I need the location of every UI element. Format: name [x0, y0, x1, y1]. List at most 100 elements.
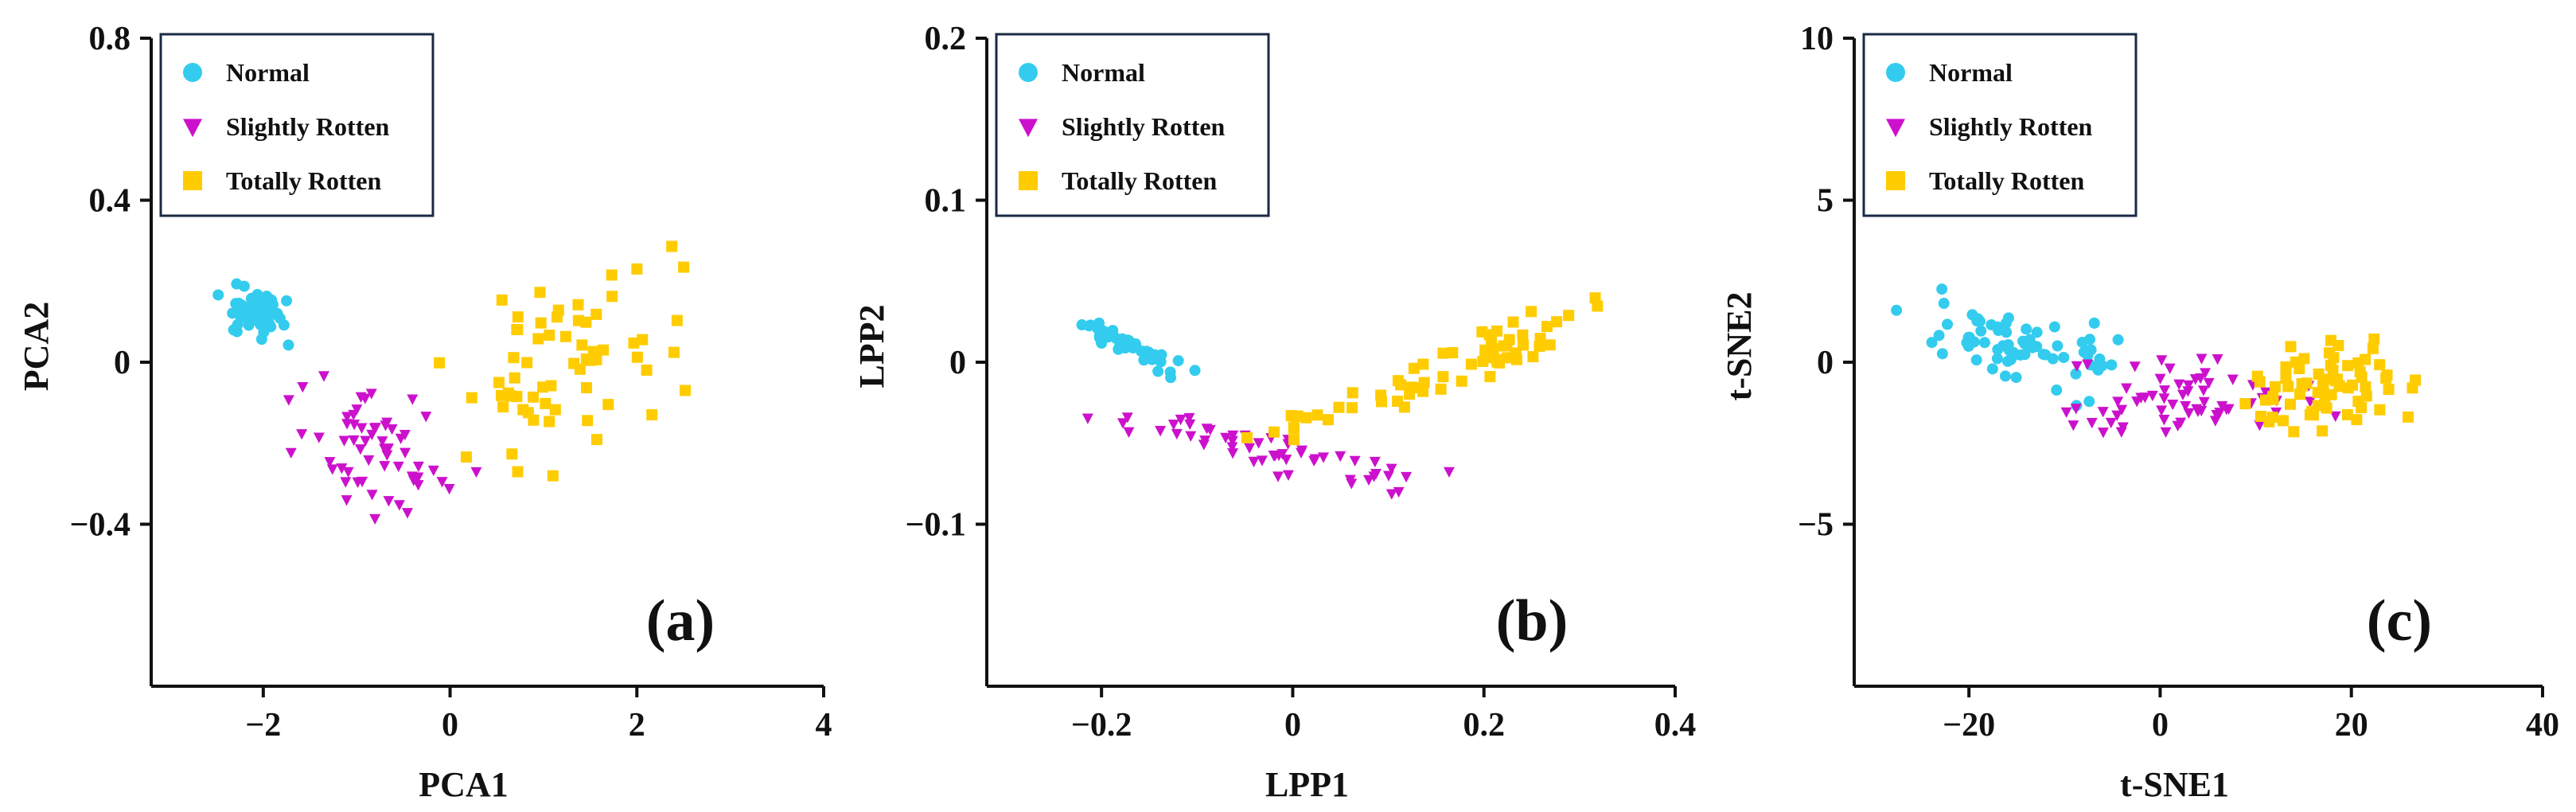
data-point — [341, 412, 353, 423]
data-point — [383, 496, 395, 507]
y-tick-label: 0.8 — [89, 21, 131, 57]
data-point — [2083, 396, 2095, 408]
data-point — [1184, 419, 1196, 431]
legend: Normal Slightly Rotten Totally Rotten — [159, 33, 435, 217]
data-point — [1936, 348, 1948, 360]
series-normal — [1891, 283, 2124, 412]
data-point — [407, 394, 419, 405]
legend-label: Totally Rotten — [1062, 166, 1217, 195]
data-point — [1991, 353, 2003, 365]
data-point — [2321, 402, 2332, 414]
data-point — [2282, 381, 2294, 392]
data-point — [547, 470, 559, 482]
data-point — [1296, 447, 1307, 459]
data-point — [1484, 371, 1496, 383]
data-point — [357, 476, 368, 488]
data-point — [349, 420, 360, 431]
data-point — [399, 429, 411, 441]
legend-label: Slightly Rotten — [1062, 112, 1226, 141]
data-point — [1487, 343, 1499, 355]
data-point — [365, 388, 377, 400]
y-axis-label: LPP2 — [852, 304, 891, 388]
data-point — [1117, 418, 1128, 429]
data-point — [568, 357, 580, 369]
data-point — [580, 316, 592, 328]
y-tick-label: 0 — [114, 345, 131, 381]
data-point — [2317, 425, 2329, 437]
data-point — [522, 407, 534, 419]
data-point — [2183, 380, 2195, 392]
data-point — [255, 334, 267, 345]
data-point — [534, 287, 546, 299]
y-tick-label: 5 — [1817, 183, 1834, 220]
panel-label: (b) — [1496, 588, 1568, 654]
data-point — [1392, 396, 1404, 408]
data-point — [2071, 361, 2083, 373]
data-point — [540, 397, 551, 409]
data-point — [356, 423, 368, 434]
data-point — [1437, 371, 1449, 383]
series-totally-rotten — [1241, 292, 1604, 446]
data-point — [2352, 357, 2364, 369]
data-point — [2374, 359, 2386, 371]
data-point — [2203, 377, 2215, 389]
data-point — [271, 307, 283, 319]
data-point — [671, 314, 683, 326]
data-point — [1185, 431, 1197, 442]
legend-box — [995, 33, 1270, 217]
data-point — [2037, 349, 2049, 361]
data-point — [535, 317, 547, 329]
data-point — [666, 240, 678, 252]
data-point — [1368, 471, 1380, 482]
data-point — [341, 495, 353, 506]
data-point — [2288, 426, 2300, 438]
data-point — [1933, 330, 1945, 342]
data-point — [336, 463, 348, 474]
data-point — [1076, 319, 1088, 331]
data-point — [2002, 339, 2014, 351]
data-point — [1417, 358, 1429, 370]
data-point — [2198, 396, 2210, 408]
data-point — [1322, 414, 1334, 426]
x-tick-label: 0 — [1284, 707, 1301, 744]
data-point — [283, 339, 294, 351]
legend-marker — [1019, 171, 1038, 190]
data-point — [2105, 417, 2117, 429]
data-point — [581, 382, 593, 394]
data-point — [582, 415, 594, 427]
data-point — [2082, 359, 2094, 370]
data-point — [238, 280, 250, 292]
series-totally-rotten — [2239, 333, 2422, 438]
data-point — [1891, 304, 1903, 316]
data-point — [407, 475, 419, 486]
data-point — [1938, 298, 1950, 310]
data-point — [1376, 396, 1388, 408]
data-point — [1311, 409, 1323, 421]
data-point — [2293, 362, 2305, 374]
data-point — [1346, 387, 1358, 399]
y-tick-label: 0 — [1817, 345, 1834, 381]
data-point — [1248, 456, 1260, 468]
data-point — [380, 420, 392, 431]
data-point — [2254, 420, 2266, 431]
x-tick-label: 0.2 — [1463, 707, 1505, 744]
data-point — [348, 435, 360, 447]
data-point — [1385, 463, 1397, 474]
series-slightly-rotten — [283, 371, 482, 525]
data-point — [379, 461, 391, 472]
data-point — [1534, 340, 1545, 352]
data-point — [1975, 325, 1987, 337]
data-point — [1942, 318, 1954, 330]
legend-label: Totally Rotten — [226, 166, 381, 195]
data-point — [1227, 448, 1239, 459]
data-point — [497, 401, 509, 413]
y-tick-label: 0.1 — [925, 183, 967, 220]
legend-marker — [183, 119, 202, 138]
series-totally-rotten — [434, 240, 691, 482]
data-point — [1406, 381, 1418, 393]
data-point — [559, 330, 571, 342]
data-point — [2156, 405, 2168, 416]
data-point — [1972, 313, 1984, 325]
legend-marker — [183, 63, 202, 82]
data-point — [598, 344, 610, 356]
